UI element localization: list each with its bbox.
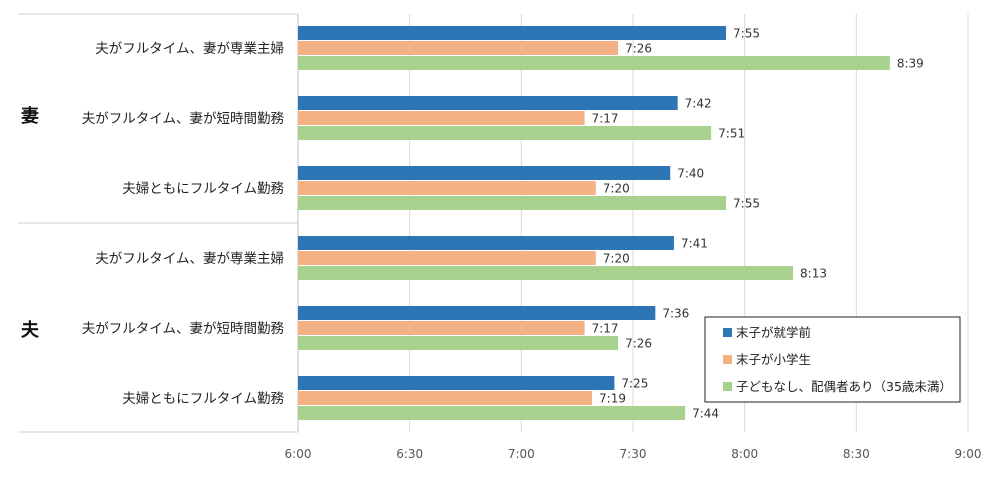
data-label: 7:44 [692,407,719,421]
data-label: 7:20 [603,252,630,266]
bar [298,41,619,55]
category-label: 夫がフルタイム、妻が短時間勤務 [82,321,285,337]
data-label: 7:42 [685,97,712,111]
bar [298,321,585,335]
bar [298,266,794,280]
category-label: 夫婦ともにフルタイム勤務 [122,390,284,407]
bar [298,306,656,320]
category-label: 夫婦ともにフルタイム勤務 [122,180,284,197]
bar [298,126,712,140]
bar [298,376,615,390]
x-tick-label: 6:00 [285,447,312,461]
bar [298,336,619,350]
data-label: 7:55 [733,197,760,211]
data-label: 7:51 [718,127,745,141]
category-label: 夫がフルタイム、妻が短時間勤務 [82,111,285,127]
x-tick-label: 7:30 [620,447,647,461]
data-label: 7:17 [592,112,619,126]
legend-label: 子どもなし、配偶者あり（35歳未満） [736,379,952,394]
category-label: 夫がフルタイム、妻が専業主婦 [95,40,284,57]
data-label: 7:36 [662,307,689,321]
category-label: 夫がフルタイム、妻が専業主婦 [95,250,284,267]
bar [298,56,890,70]
legend-swatch [723,328,732,337]
data-label: 7:41 [681,237,708,251]
bar [298,26,727,40]
data-label: 7:26 [625,42,652,56]
bar [298,181,596,195]
bar [298,236,674,250]
data-label: 7:20 [603,182,630,196]
bar [298,96,678,110]
bar [298,166,671,180]
legend-label: 末子が小学生 [736,352,811,367]
x-tick-label: 9:00 [955,447,982,461]
legend-swatch [723,382,732,391]
data-label: 7:19 [599,392,626,406]
bar [298,251,596,265]
data-label: 7:25 [621,377,648,391]
x-tick-label: 6:30 [396,447,423,461]
data-label: 7:17 [592,322,619,336]
bar [298,406,686,420]
data-label: 7:55 [733,27,760,41]
data-label: 8:13 [800,267,827,281]
data-label: 8:39 [897,57,924,71]
legend-box [704,316,961,403]
x-tick-label: 8:00 [731,447,758,461]
bar [298,111,585,125]
group-label: 妻 [21,106,39,127]
legend-label: 末子が就学前 [736,325,811,340]
bar [298,196,727,210]
data-label: 7:26 [625,337,652,351]
x-tick-label: 8:30 [843,447,870,461]
bar [298,391,593,405]
group-label: 夫 [21,319,40,341]
legend-swatch [723,355,732,364]
data-label: 7:40 [677,167,704,181]
x-tick-label: 7:00 [508,447,535,461]
